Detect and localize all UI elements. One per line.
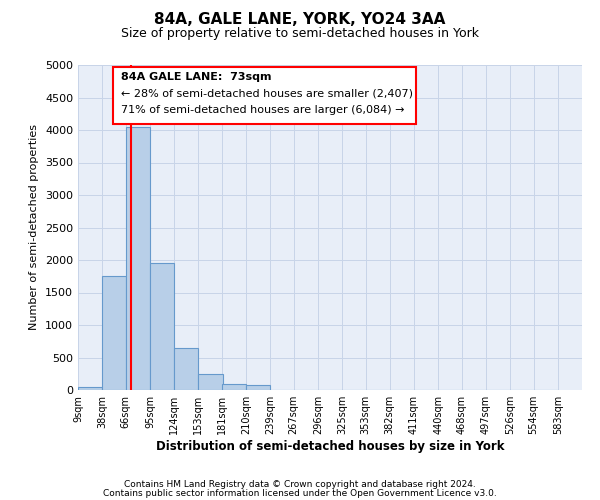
Text: Contains public sector information licensed under the Open Government Licence v3: Contains public sector information licen… xyxy=(103,488,497,498)
X-axis label: Distribution of semi-detached houses by size in York: Distribution of semi-detached houses by … xyxy=(156,440,504,453)
Bar xyxy=(125,126,150,390)
Text: Size of property relative to semi-detached houses in York: Size of property relative to semi-detach… xyxy=(121,28,479,40)
Text: 84A GALE LANE:  73sqm: 84A GALE LANE: 73sqm xyxy=(121,72,271,83)
Text: ← 28% of semi-detached houses are smaller (2,407): ← 28% of semi-detached houses are smalle… xyxy=(121,88,413,99)
Text: 71% of semi-detached houses are larger (6,084) →: 71% of semi-detached houses are larger (… xyxy=(121,105,404,115)
Bar xyxy=(246,386,270,390)
Bar xyxy=(199,374,223,390)
Y-axis label: Number of semi-detached properties: Number of semi-detached properties xyxy=(29,124,40,330)
Bar xyxy=(150,263,174,390)
Bar xyxy=(78,387,102,390)
Bar xyxy=(222,384,246,390)
Text: Contains HM Land Registry data © Crown copyright and database right 2024.: Contains HM Land Registry data © Crown c… xyxy=(124,480,476,489)
Bar xyxy=(102,276,127,390)
Bar xyxy=(174,348,199,390)
Text: 84A, GALE LANE, YORK, YO24 3AA: 84A, GALE LANE, YORK, YO24 3AA xyxy=(154,12,446,28)
FancyBboxPatch shape xyxy=(113,66,416,124)
